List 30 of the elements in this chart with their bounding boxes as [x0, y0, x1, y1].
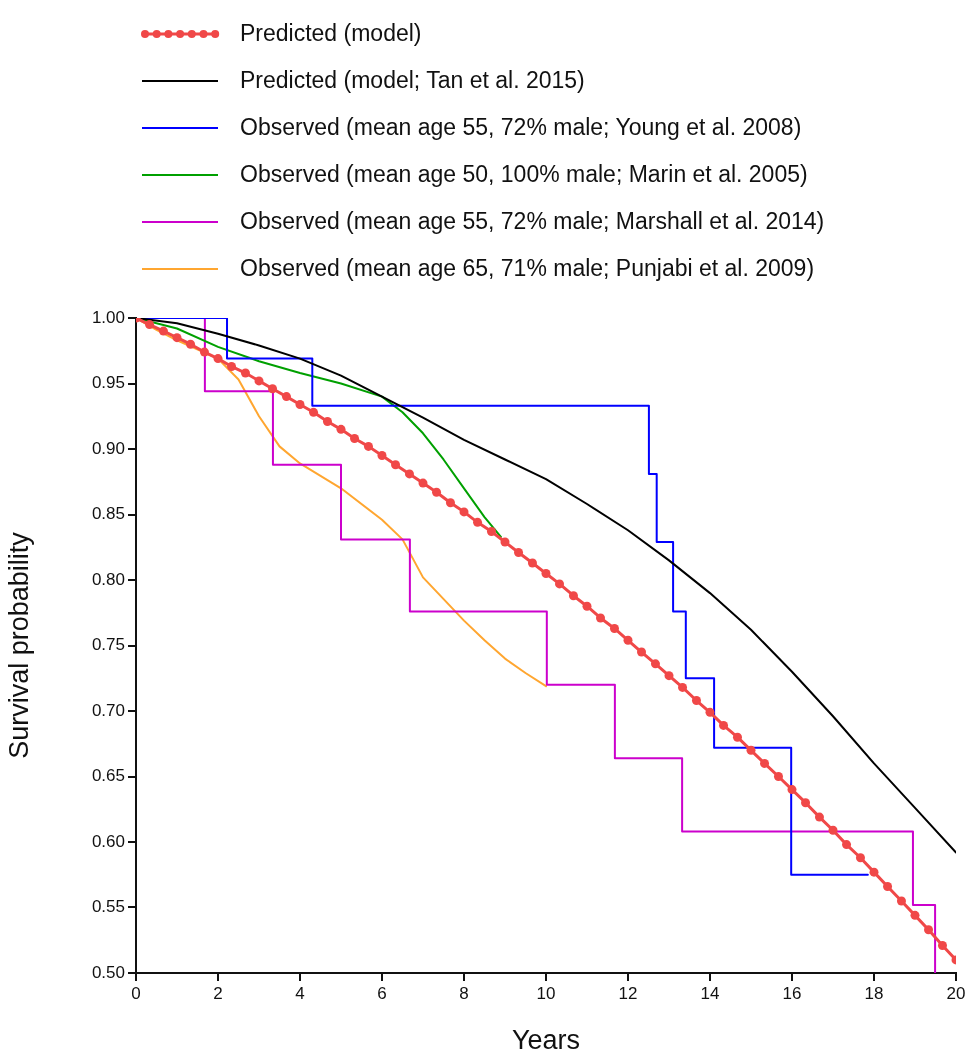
x-tick-label: 0: [131, 983, 141, 1003]
y-tick-label: 0.60: [91, 831, 125, 851]
x-tick-label: 10: [536, 983, 556, 1003]
y-tick-label: 0.50: [91, 962, 125, 982]
y-tick-label: 0.80: [91, 569, 125, 589]
x-axis-title: Years: [511, 1025, 581, 1056]
legend-label: Predicted (model; Tan et al. 2015): [240, 67, 585, 94]
y-tick-label: 1.00: [91, 307, 125, 327]
legend-label: Predicted (model): [240, 20, 422, 47]
x-tick-label: 12: [618, 983, 638, 1003]
x-tick-label: 4: [295, 983, 305, 1003]
y-axis-title: Survival probability: [3, 531, 34, 759]
legend-label: Observed (mean age 55, 72% male; Young et al. 2008): [240, 114, 802, 141]
y-tick-label: 0.70: [91, 700, 125, 720]
y-tick-label: 0.90: [91, 438, 125, 458]
x-tick-label: 6: [377, 983, 387, 1003]
legend-label: Observed (mean age 65, 71% male; Punjabi et al. 2009): [240, 255, 815, 282]
x-tick-label: 14: [700, 983, 720, 1003]
y-tick-label: 0.75: [91, 635, 125, 655]
legend-label: Observed (mean age 55, 72% male; Marshall et al. 2014): [240, 208, 825, 235]
legend-label: Observed (mean age 50, 100% male; Marin et al. 2005): [240, 161, 808, 188]
x-tick-label: 20: [946, 983, 966, 1003]
y-tick-label: 0.95: [91, 373, 125, 393]
y-tick-label: 0.85: [91, 504, 125, 524]
y-tick-label: 0.55: [91, 897, 125, 917]
x-tick-label: 18: [864, 983, 884, 1003]
x-tick-label: 8: [459, 983, 469, 1003]
x-tick-label: 16: [782, 983, 802, 1003]
y-tick-label: 0.65: [91, 766, 125, 786]
x-tick-label: 2: [213, 983, 223, 1003]
